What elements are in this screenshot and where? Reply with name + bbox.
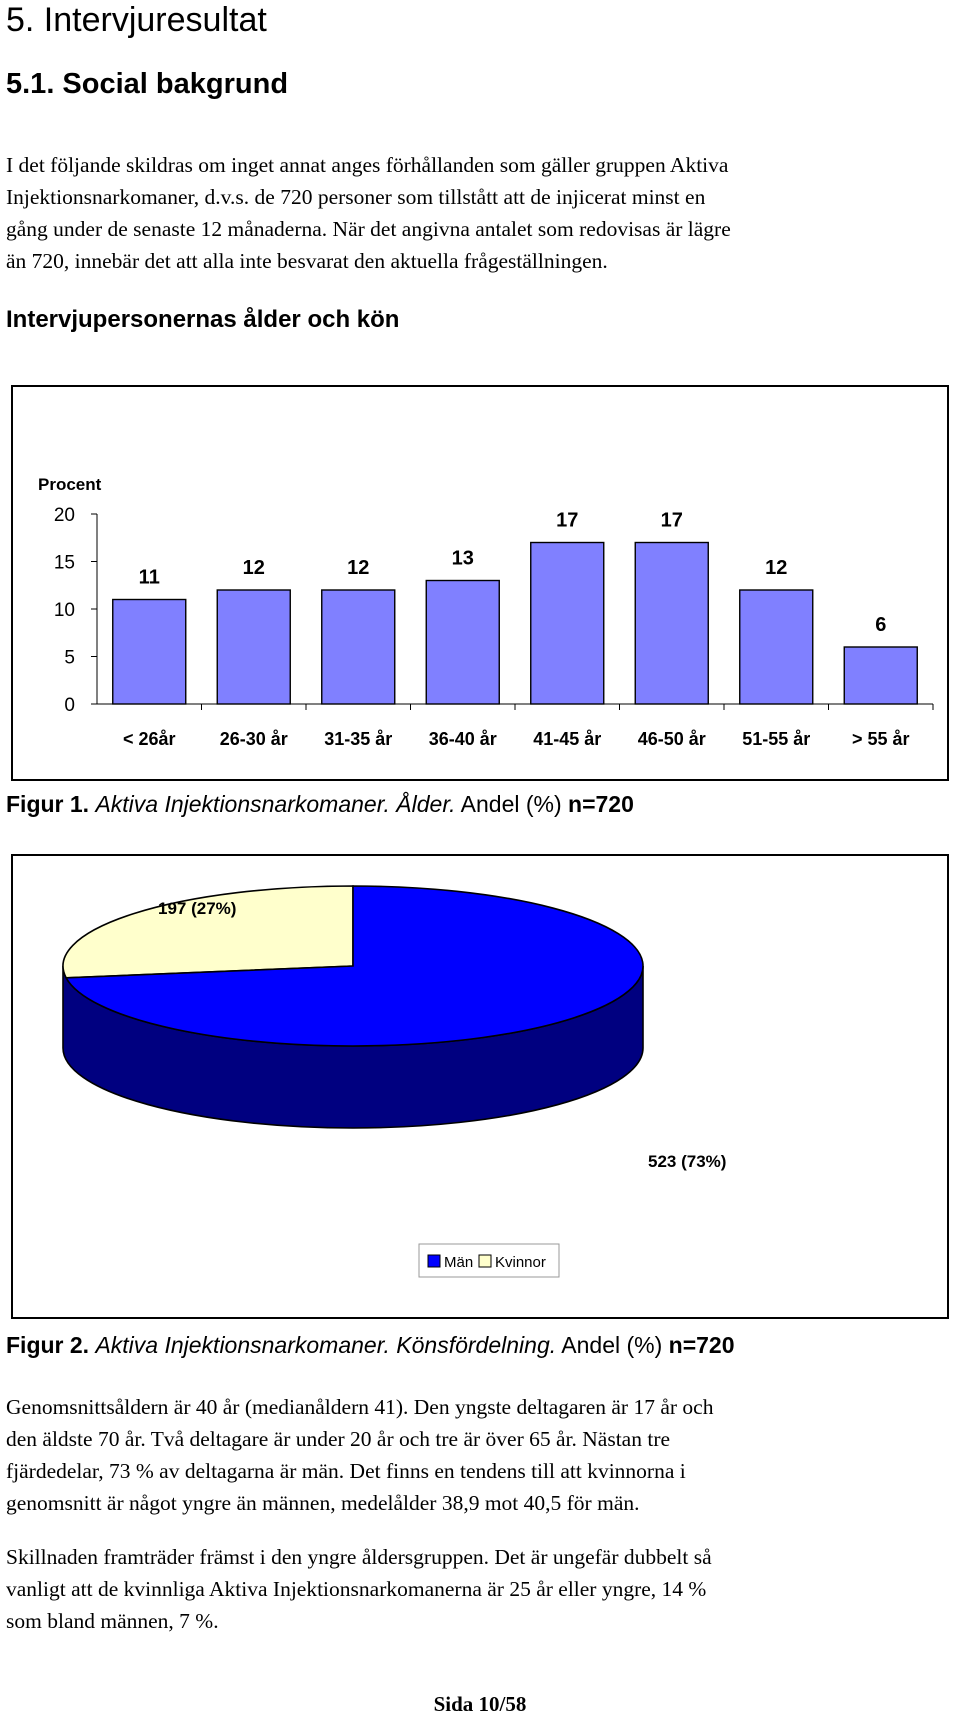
intro-line: I det följande skildras om inget annat a… xyxy=(6,153,729,177)
category-label: 51-55 år xyxy=(742,729,810,749)
data-label: 12 xyxy=(243,557,265,579)
pie-legend: Män Kvinnor xyxy=(418,1243,560,1278)
figure2-caption: Figur 2. Aktiva Injektionsnarkomaner. Kö… xyxy=(6,1330,735,1360)
y-tick-label: 10 xyxy=(54,600,75,621)
legend-label-men: Män xyxy=(444,1254,473,1271)
figure2-caption-n: n=720 xyxy=(668,1332,735,1358)
bar xyxy=(843,646,918,705)
body-line: genomsnitt är något yngre än männen, med… xyxy=(6,1491,640,1515)
data-label: 11 xyxy=(139,567,160,589)
y-axis-label: Procent xyxy=(38,475,102,494)
intro-line: än 720, innebär det att alla inte besvar… xyxy=(6,249,608,273)
intro-paragraph: I det följande skildras om inget annat a… xyxy=(6,149,951,277)
category-label: 26-30 år xyxy=(220,729,288,749)
intro-line: Injektionsnarkomaner, d.v.s. de 720 pers… xyxy=(6,185,706,209)
gender-pie-chart-frame: 197 (27%) 523 (73%) Män Kvinnor xyxy=(11,854,949,1319)
y-tick-label: 15 xyxy=(54,553,75,574)
gender-pie-chart: 197 (27%) 523 (73%) Män Kvinnor xyxy=(62,885,726,1278)
data-label: 17 xyxy=(556,510,578,532)
data-label: 12 xyxy=(765,557,787,579)
y-tick-label: 0 xyxy=(64,695,75,716)
legend-swatch-men xyxy=(427,1254,441,1268)
pie-label-women: 197 (27%) xyxy=(158,899,236,918)
body-paragraph-2: Skillnaden framträder främst i den yngre… xyxy=(6,1541,951,1637)
subsection-title: Intervjupersonernas ålder och kön xyxy=(6,306,400,333)
y-tick-label: 20 xyxy=(54,505,75,526)
body-line: Skillnaden framträder främst i den yngre… xyxy=(6,1545,712,1569)
body-line: som bland männen, 7 %. xyxy=(6,1609,219,1633)
body-paragraph-1: Genomsnittsåldern är 40 år (medianåldern… xyxy=(6,1391,951,1519)
figure2-caption-rest: Andel (%) xyxy=(561,1332,663,1358)
category-label: 31-35 år xyxy=(324,729,392,749)
pie-label-men: 523 (73%) xyxy=(648,1152,726,1171)
figure2-caption-label: Figur 2. xyxy=(6,1332,90,1358)
category-label: > 55 år xyxy=(852,729,910,749)
figure1-caption-n: n=720 xyxy=(568,791,634,817)
section-heading: 5.1. Social bakgrund xyxy=(6,68,289,100)
pie-slice-men xyxy=(64,885,644,1047)
legend-label-women: Kvinnor xyxy=(495,1254,546,1271)
body-line: fjärdedelar, 73 % av deltagarna är män. … xyxy=(6,1459,686,1483)
bar xyxy=(112,598,187,705)
figure1-caption: Figur 1. Aktiva Injektionsnarkomaner. Ål… xyxy=(6,789,634,819)
bar xyxy=(216,589,291,705)
figure1-caption-text: Aktiva Injektionsnarkomaner. Ålder. xyxy=(95,791,456,817)
age-bar-chart-frame: Procent 0 5 10 15 20 11 < 26år 12 26-30 år 12 31-35… xyxy=(11,385,949,781)
bar xyxy=(530,541,605,705)
figure1-caption-label: Figur 1. xyxy=(6,791,90,817)
bar xyxy=(425,579,500,705)
legend-swatch-women xyxy=(478,1254,492,1268)
data-label: 6 xyxy=(875,614,886,636)
figure1-caption-rest: Andel (%) xyxy=(460,791,562,817)
bar xyxy=(634,541,709,705)
body-line: vanligt att de kvinnliga Aktiva Injektio… xyxy=(6,1577,707,1601)
body-line: den äldste 70 år. Två deltagare är under… xyxy=(6,1427,671,1451)
page-number: Sida 10/58 xyxy=(433,1692,527,1716)
category-label: 46-50 år xyxy=(638,729,706,749)
category-label: 36-40 år xyxy=(429,729,497,749)
data-label: 13 xyxy=(452,548,474,570)
intro-line: gång under de senaste 12 månaderna. När … xyxy=(6,217,731,241)
data-label: 17 xyxy=(661,510,683,532)
pie-slice-women xyxy=(62,885,354,979)
figure2-caption-text: Aktiva Injektionsnarkomaner. Könsfördeln… xyxy=(95,1332,557,1358)
body-line: Genomsnittsåldern är 40 år (medianåldern… xyxy=(6,1395,714,1419)
y-tick-label: 5 xyxy=(64,648,75,669)
data-label: 12 xyxy=(347,557,369,579)
bar xyxy=(321,589,396,705)
category-label: < 26år xyxy=(123,729,176,749)
age-bar-chart: Procent 0 5 10 15 20 11 < 26år 12 26-30 år 12 31-35… xyxy=(38,475,934,749)
category-label: 41-45 år xyxy=(533,729,601,749)
page-heading: 5. Intervjuresultat xyxy=(6,1,267,39)
bar xyxy=(739,589,814,705)
